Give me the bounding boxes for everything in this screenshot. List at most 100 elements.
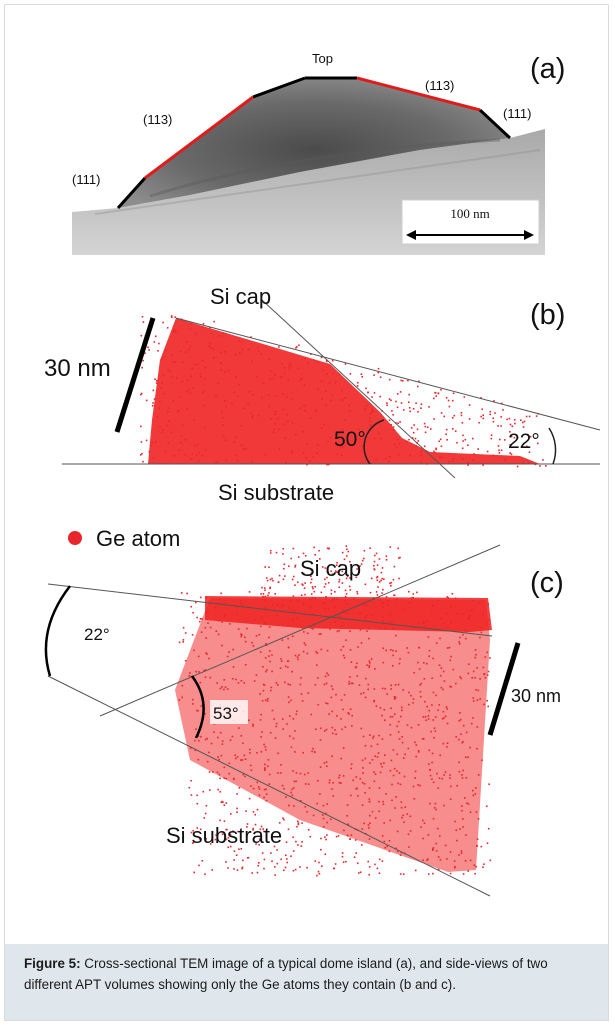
ge-atom-dot (204, 812, 207, 815)
ge-atom-dot (232, 830, 234, 832)
ge-atom-dot (398, 577, 400, 580)
ge-atom-dot (325, 812, 327, 815)
ge-atom-dot (194, 332, 197, 335)
ge-atom-dot (379, 627, 381, 629)
ge-atom-dot (435, 448, 437, 451)
ge-atom-dot (435, 694, 437, 697)
ge-atom-dot (279, 376, 282, 378)
ge-atom-dot (413, 424, 415, 426)
ge-atom-dot (185, 390, 188, 393)
ge-atom-dot (242, 448, 245, 450)
ge-atom-dot (377, 752, 380, 754)
ge-atom-dot (431, 778, 433, 780)
ge-atom-dot (400, 801, 403, 803)
ge-atom-dot (292, 547, 295, 550)
ge-atom-dot (162, 374, 165, 376)
ge-atom-dot (223, 614, 226, 617)
ge-atom-dot (303, 384, 306, 386)
ge-atom-dot (408, 602, 411, 604)
ge-atom-dot (284, 575, 286, 577)
ge-atom-dot (179, 350, 182, 353)
ge-atom-dot (392, 426, 395, 428)
ge-atom-dot (383, 840, 386, 843)
ge-atom-dot (527, 462, 530, 464)
ge-atom-dot (446, 647, 449, 649)
ge-atom-dot (455, 682, 457, 685)
ge-atom-dot (229, 623, 231, 625)
ge-atom-dot (142, 359, 144, 362)
ge-atom-dot (295, 772, 298, 774)
ge-atom-dot (487, 603, 489, 605)
ge-atom-dot (212, 348, 215, 350)
ge-atom-dot (249, 748, 251, 751)
ge-atom-dot (355, 788, 357, 790)
ge-atom-dot (181, 684, 184, 687)
ge-atom-dot (262, 382, 265, 384)
ge-atom-dot (274, 422, 276, 425)
ge-atom-dot (210, 347, 212, 349)
ge-atom-dot (329, 818, 332, 821)
ge-atom-dot (422, 716, 425, 718)
ge-atom-dot (369, 547, 371, 549)
ge-atom-dot (333, 598, 336, 601)
angle-22-label-c: 22° (84, 625, 110, 644)
ge-atom-dot (373, 560, 376, 563)
ge-atom-dot (397, 720, 400, 723)
ge-atom-dot (219, 777, 221, 780)
ge-atom-dot (432, 847, 435, 849)
ge-atom-dot (290, 365, 293, 368)
ge-atom-dot (212, 771, 214, 773)
ge-atom-dot (449, 798, 452, 801)
panel-b: 30 nm Si cap Si substrate 50° 22° (b) (44, 284, 601, 505)
ge-atom-dot (288, 565, 290, 567)
ge-atom-dot (252, 787, 255, 790)
ge-atom-dot (297, 600, 299, 602)
ge-atom-dot (263, 867, 265, 870)
ge-atom-dot (315, 410, 317, 413)
ge-atom-dot (276, 849, 278, 851)
ge-atom-dot (195, 454, 198, 456)
ge-atom-dot (488, 783, 490, 785)
ge-atom-dot (271, 654, 273, 656)
ge-atom-dot (433, 418, 435, 420)
facet-top-label: Top (312, 51, 333, 66)
ge-atom-dot (359, 871, 362, 873)
scale-bar-30nm-b (114, 317, 156, 433)
ge-atom-dot (265, 793, 268, 795)
ge-atom-dot (443, 680, 446, 682)
ge-atom-dot (452, 428, 454, 430)
ge-atom-dot (299, 683, 302, 686)
scale-30nm-label-b: 30 nm (44, 355, 111, 382)
ge-atom-dot (389, 819, 391, 822)
ge-atom-dot (409, 410, 411, 413)
ge-atom-dot (370, 745, 373, 747)
ge-atom-dot (192, 829, 194, 832)
ge-atom-dot (279, 667, 282, 669)
ge-atom-dot (226, 688, 229, 690)
ge-atom-dot (406, 647, 408, 649)
ge-atom-dot (426, 859, 428, 861)
ge-atom-dot (460, 677, 462, 680)
ge-atom-dot (314, 554, 316, 556)
ge-atom-dot (214, 606, 217, 609)
ge-atom-dot (306, 632, 309, 635)
ge-atom-dot (268, 358, 271, 361)
ge-atom-dot (341, 855, 344, 858)
ge-atom-dot (255, 635, 258, 637)
ge-atom-dot (483, 673, 485, 676)
ge-atom-dot (202, 390, 205, 392)
ge-atom-dot (324, 675, 327, 678)
ge-atom-dot (375, 552, 378, 555)
ge-atom-dot (429, 802, 431, 805)
ge-atom-dot (152, 457, 155, 459)
ge-atom-dot (317, 677, 319, 679)
ge-atom-dot (460, 414, 463, 417)
ge-atom-dot (242, 773, 245, 776)
ge-atom-dot (302, 603, 305, 605)
ge-atom-dot (363, 783, 366, 785)
ge-atom-dot (458, 738, 460, 741)
ge-atom-dot (141, 315, 144, 318)
ge-atom-dot (244, 448, 247, 450)
ge-atom-dot (336, 630, 339, 633)
ge-atom-dot (289, 362, 292, 365)
